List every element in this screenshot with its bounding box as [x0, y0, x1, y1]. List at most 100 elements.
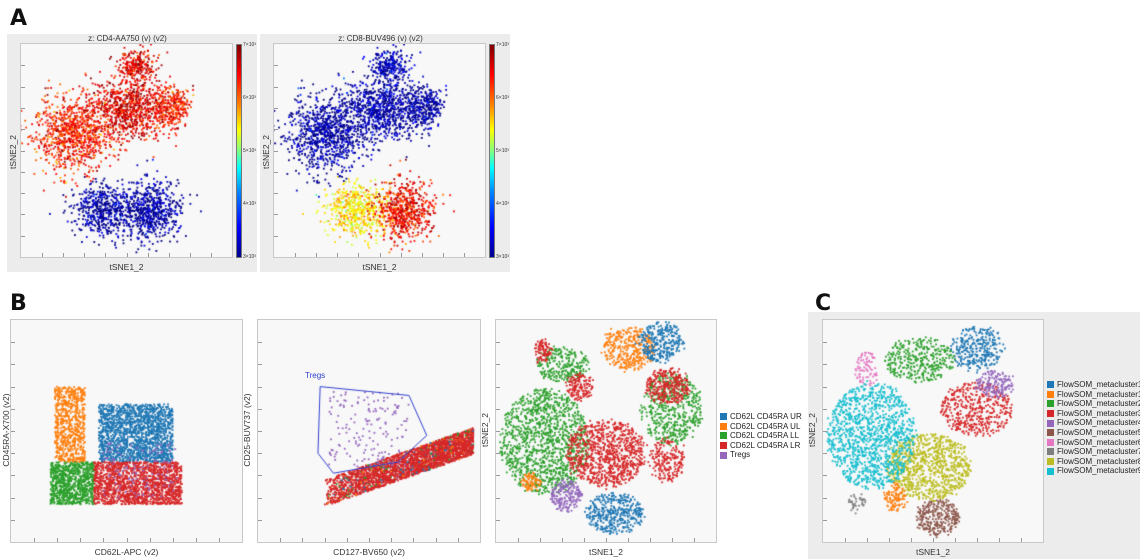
x-tick [147, 253, 149, 257]
y-tick [258, 519, 262, 521]
y-tick [258, 364, 262, 366]
y-tick [823, 431, 827, 432]
x-tick [650, 538, 651, 542]
y-tick [21, 150, 25, 152]
legend-label: CD62L CD45RA UL [730, 421, 801, 431]
x-tick [149, 538, 151, 542]
x-tick [845, 538, 846, 542]
x-tick [421, 253, 423, 257]
cd4-colorbar [236, 44, 242, 258]
legend-swatch [1047, 419, 1054, 427]
x-tick [369, 538, 370, 542]
x-tick [999, 538, 1000, 542]
legend-label: FlowSOM_metacluster5 [1057, 427, 1140, 437]
legend-swatch [1047, 410, 1054, 418]
x-tick [379, 253, 381, 257]
x-tick [57, 538, 59, 542]
legend-item: FlowSOM_metacluster6 [1047, 438, 1140, 448]
legend-label: CD62L CD45RA LL [730, 431, 800, 441]
x-tick [463, 253, 465, 257]
y-axis-label-b-tsne: tSNE2_2 [480, 412, 490, 448]
y-tick [823, 497, 827, 499]
cd45ra-vs-cd62l-plot [10, 319, 243, 543]
y-tick [21, 129, 25, 131]
y-tick [823, 519, 827, 521]
x-tick [694, 538, 695, 542]
y-tick [496, 386, 500, 388]
y-tick [274, 235, 278, 237]
legend-label: FlowSOM_metacluster8 [1057, 456, 1140, 466]
y-tick [823, 475, 827, 477]
scatter-points [11, 320, 242, 542]
colorbar-tick-label: 3×10³ [496, 254, 509, 260]
legend-item: CD62L CD45RA UR [720, 412, 802, 422]
y-tick [258, 386, 262, 388]
legend-swatch [1047, 438, 1054, 446]
y-tick [21, 107, 25, 109]
x-tick [218, 538, 220, 542]
y-tick [274, 214, 278, 216]
y-tick [11, 386, 15, 388]
legend-label: CD62L CD45RA LR [730, 440, 801, 450]
x-tick [210, 253, 212, 257]
y-tick [823, 342, 827, 344]
x-tick [977, 538, 978, 542]
y-tick [496, 342, 500, 344]
cd25-vs-cd127-plot [257, 319, 481, 543]
x-axis-label-cd4: tSNE1_2 [109, 262, 144, 272]
scatter-points [496, 320, 716, 542]
y-tick [21, 235, 25, 237]
legend-swatch [1047, 467, 1054, 475]
x-tick [391, 538, 393, 542]
y-tick [823, 364, 827, 366]
scatter-points [258, 320, 480, 542]
legend-label: FlowSOM_metacluster4 [1057, 418, 1140, 428]
y-tick [274, 129, 278, 131]
x-tick [34, 538, 36, 542]
x-tick [103, 538, 105, 542]
b-tsne-plot [495, 319, 717, 543]
colorbar-tick-label: 7×10³ [496, 42, 509, 48]
x-tick [933, 538, 934, 542]
y-tick [258, 342, 262, 344]
cd4-tsne-plot [20, 43, 233, 258]
y-tick [496, 364, 500, 366]
panel-letter-a: A [10, 6, 28, 31]
legend-swatch [1047, 400, 1054, 408]
y-tick [258, 497, 262, 499]
tregs-gate-label: Tregs [305, 371, 326, 380]
cd8-tsne-plot [273, 43, 486, 258]
y-tick [11, 408, 15, 410]
legend-label: FlowSOM_metacluster7 [1057, 447, 1140, 457]
x-tick [457, 538, 459, 542]
x-tick [562, 538, 563, 542]
y-tick [21, 86, 25, 88]
legend-item: FlowSOM_metacluster1 [1047, 380, 1140, 390]
legend-item: FlowSOM_metacluster7 [1047, 447, 1140, 457]
legend-item: CD62L CD45RA LR [720, 441, 802, 451]
x-tick [168, 253, 170, 257]
x-axis-label-c: tSNE1_2 [915, 547, 951, 557]
y-tick [11, 519, 15, 521]
plot-title-cd4: z: CD4-AA750 (v) (v2) [88, 34, 167, 43]
legend-swatch [1047, 458, 1054, 466]
y-axis-label-cd8: tSNE2_2 [261, 134, 271, 170]
y-tick [823, 386, 827, 388]
x-tick [442, 253, 444, 257]
x-tick [584, 538, 585, 542]
x-tick [400, 253, 402, 257]
x-tick [189, 253, 191, 257]
x-tick [867, 538, 868, 542]
x-tick [105, 253, 107, 257]
legend-label: FlowSOM_metacluster6 [1057, 437, 1140, 447]
x-tick [324, 538, 326, 542]
legend-item: CD62L CD45RA UL [720, 422, 802, 432]
y-tick [823, 453, 827, 455]
x-tick [606, 538, 607, 542]
y-tick [11, 342, 15, 344]
y-tick [274, 171, 278, 173]
y-tick [21, 65, 25, 67]
panel-b-legend: CD62L CD45RA UR CD62L CD45RA UL CD62L CD45… [720, 412, 802, 460]
legend-item: FlowSOM_metacluster4 [1047, 418, 1140, 428]
y-tick [258, 431, 262, 432]
